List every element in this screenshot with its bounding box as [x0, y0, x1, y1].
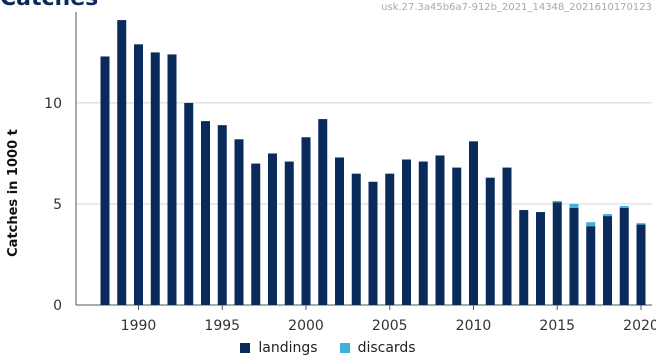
bar-landings-2017: [586, 226, 596, 305]
bar-landings-1988: [100, 56, 110, 306]
bar-discards-2017: [586, 222, 596, 227]
bar-landings-2008: [435, 155, 445, 305]
bar-landings-2009: [452, 167, 462, 305]
bar-landings-1989: [117, 20, 127, 305]
x-tick-label: 1990: [121, 318, 157, 334]
bar-landings-2015: [552, 201, 562, 305]
legend-swatch-landings: [240, 343, 251, 353]
bar-landings-1998: [268, 153, 277, 305]
bar-landings-2002: [335, 157, 344, 305]
y-tick-label: 0: [53, 298, 62, 314]
bar-landings-2006: [402, 159, 411, 305]
bar-discards-2015: [552, 200, 562, 203]
bar-landings-1990: [134, 44, 143, 306]
x-tick-label: 2010: [456, 318, 492, 334]
chart-title: Catches: [0, 0, 98, 11]
bar-landings-2010: [469, 141, 478, 305]
y-tick-label: 10: [44, 96, 62, 112]
bar-landings-1999: [284, 161, 294, 305]
bar-landings-2003: [351, 173, 361, 305]
bar-landings-2005: [385, 173, 395, 305]
legend: landings discards: [0, 340, 656, 356]
bar-discards-2019: [619, 205, 629, 209]
bar-landings-2012: [502, 167, 512, 305]
bar-landings-1994: [201, 121, 210, 305]
bar-landings-1993: [184, 102, 194, 306]
bar-landings-2001: [318, 119, 328, 305]
bar-landings-1997: [251, 163, 261, 305]
chart-code: usk.27.3a45b6a7-912b_2021_14348_20216101…: [381, 2, 652, 13]
legend-item-discards: discards: [339, 340, 416, 356]
y-tick-label: 5: [53, 197, 62, 213]
bar-landings-1996: [234, 139, 244, 305]
bar-landings-2007: [418, 161, 428, 305]
bar-landings-1995: [217, 125, 227, 305]
bar-landings-2000: [301, 137, 311, 305]
bar-landings-2004: [368, 181, 378, 305]
legend-swatch-discards: [339, 343, 350, 353]
x-tick-label: 2015: [539, 318, 575, 334]
legend-label-discards: discards: [357, 340, 416, 356]
bar-discards-2020: [636, 223, 646, 225]
legend-item-landings: landings: [240, 340, 318, 356]
bar-landings-2016: [569, 208, 579, 305]
bar-landings-2020: [636, 224, 646, 305]
bar-discards-2018: [603, 214, 612, 217]
x-tick-label: 1995: [204, 318, 240, 334]
bar-landings-2014: [536, 212, 545, 305]
bar-discards-2016: [569, 203, 579, 209]
bar-landings-2011: [485, 177, 495, 305]
x-tick-label: 2000: [288, 318, 324, 334]
bar-landings-1991: [150, 52, 160, 306]
x-tick-label: 2005: [372, 318, 408, 334]
bar-landings-2013: [519, 210, 529, 305]
bar-landings-2018: [603, 216, 612, 305]
legend-label-landings: landings: [258, 340, 318, 356]
bar-chart: 0 5 10 1990 1995 2000 2005 2010 2015 2020: [44, 12, 656, 334]
bar-landings-2019: [619, 208, 629, 305]
bar-landings-1992: [167, 54, 177, 306]
x-tick-label: 2020: [623, 318, 656, 334]
